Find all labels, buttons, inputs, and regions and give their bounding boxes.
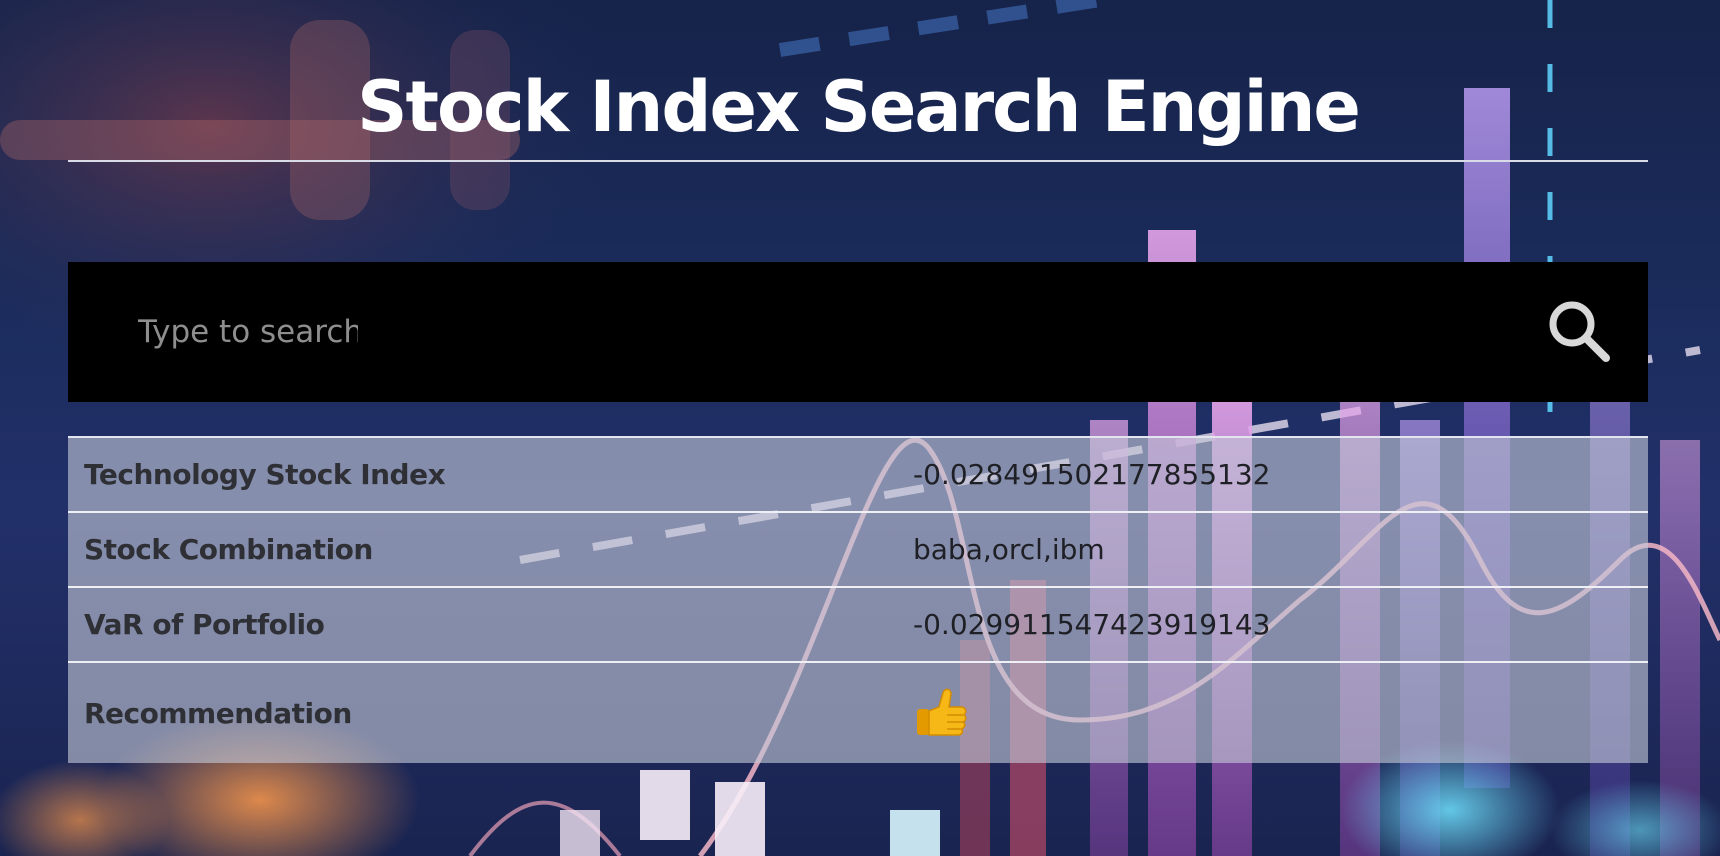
table-row-tech-index: Technology Stock Index -0.02849150217785… — [68, 438, 1648, 513]
title-divider — [68, 160, 1648, 162]
search-bar — [68, 262, 1648, 402]
search-icon — [1549, 301, 1610, 362]
table-row-var: VaR of Portfolio -0.029911547423919143 — [68, 588, 1648, 663]
page-title: Stock Index Search Engine — [357, 66, 1361, 148]
results-table: Technology Stock Index -0.02849150217785… — [68, 436, 1648, 763]
search-button[interactable] — [1546, 298, 1612, 364]
stock-combination-label: Stock Combination — [84, 533, 373, 566]
var-value: -0.029911547423919143 — [913, 608, 1271, 641]
stock-combination-value: baba,orcl,ibm — [913, 533, 1105, 566]
tech-index-label: Technology Stock Index — [84, 458, 446, 491]
search-input[interactable] — [136, 306, 360, 358]
thumbs-up-icon — [917, 688, 967, 736]
tech-index-value: -0.028491502177855132 — [913, 458, 1271, 491]
recommendation-label: Recommendation — [84, 696, 352, 730]
var-label: VaR of Portfolio — [84, 608, 325, 641]
table-row-recommendation: Recommendation — [68, 663, 1648, 763]
table-row-stock-combination: Stock Combination baba,orcl,ibm — [68, 513, 1648, 588]
